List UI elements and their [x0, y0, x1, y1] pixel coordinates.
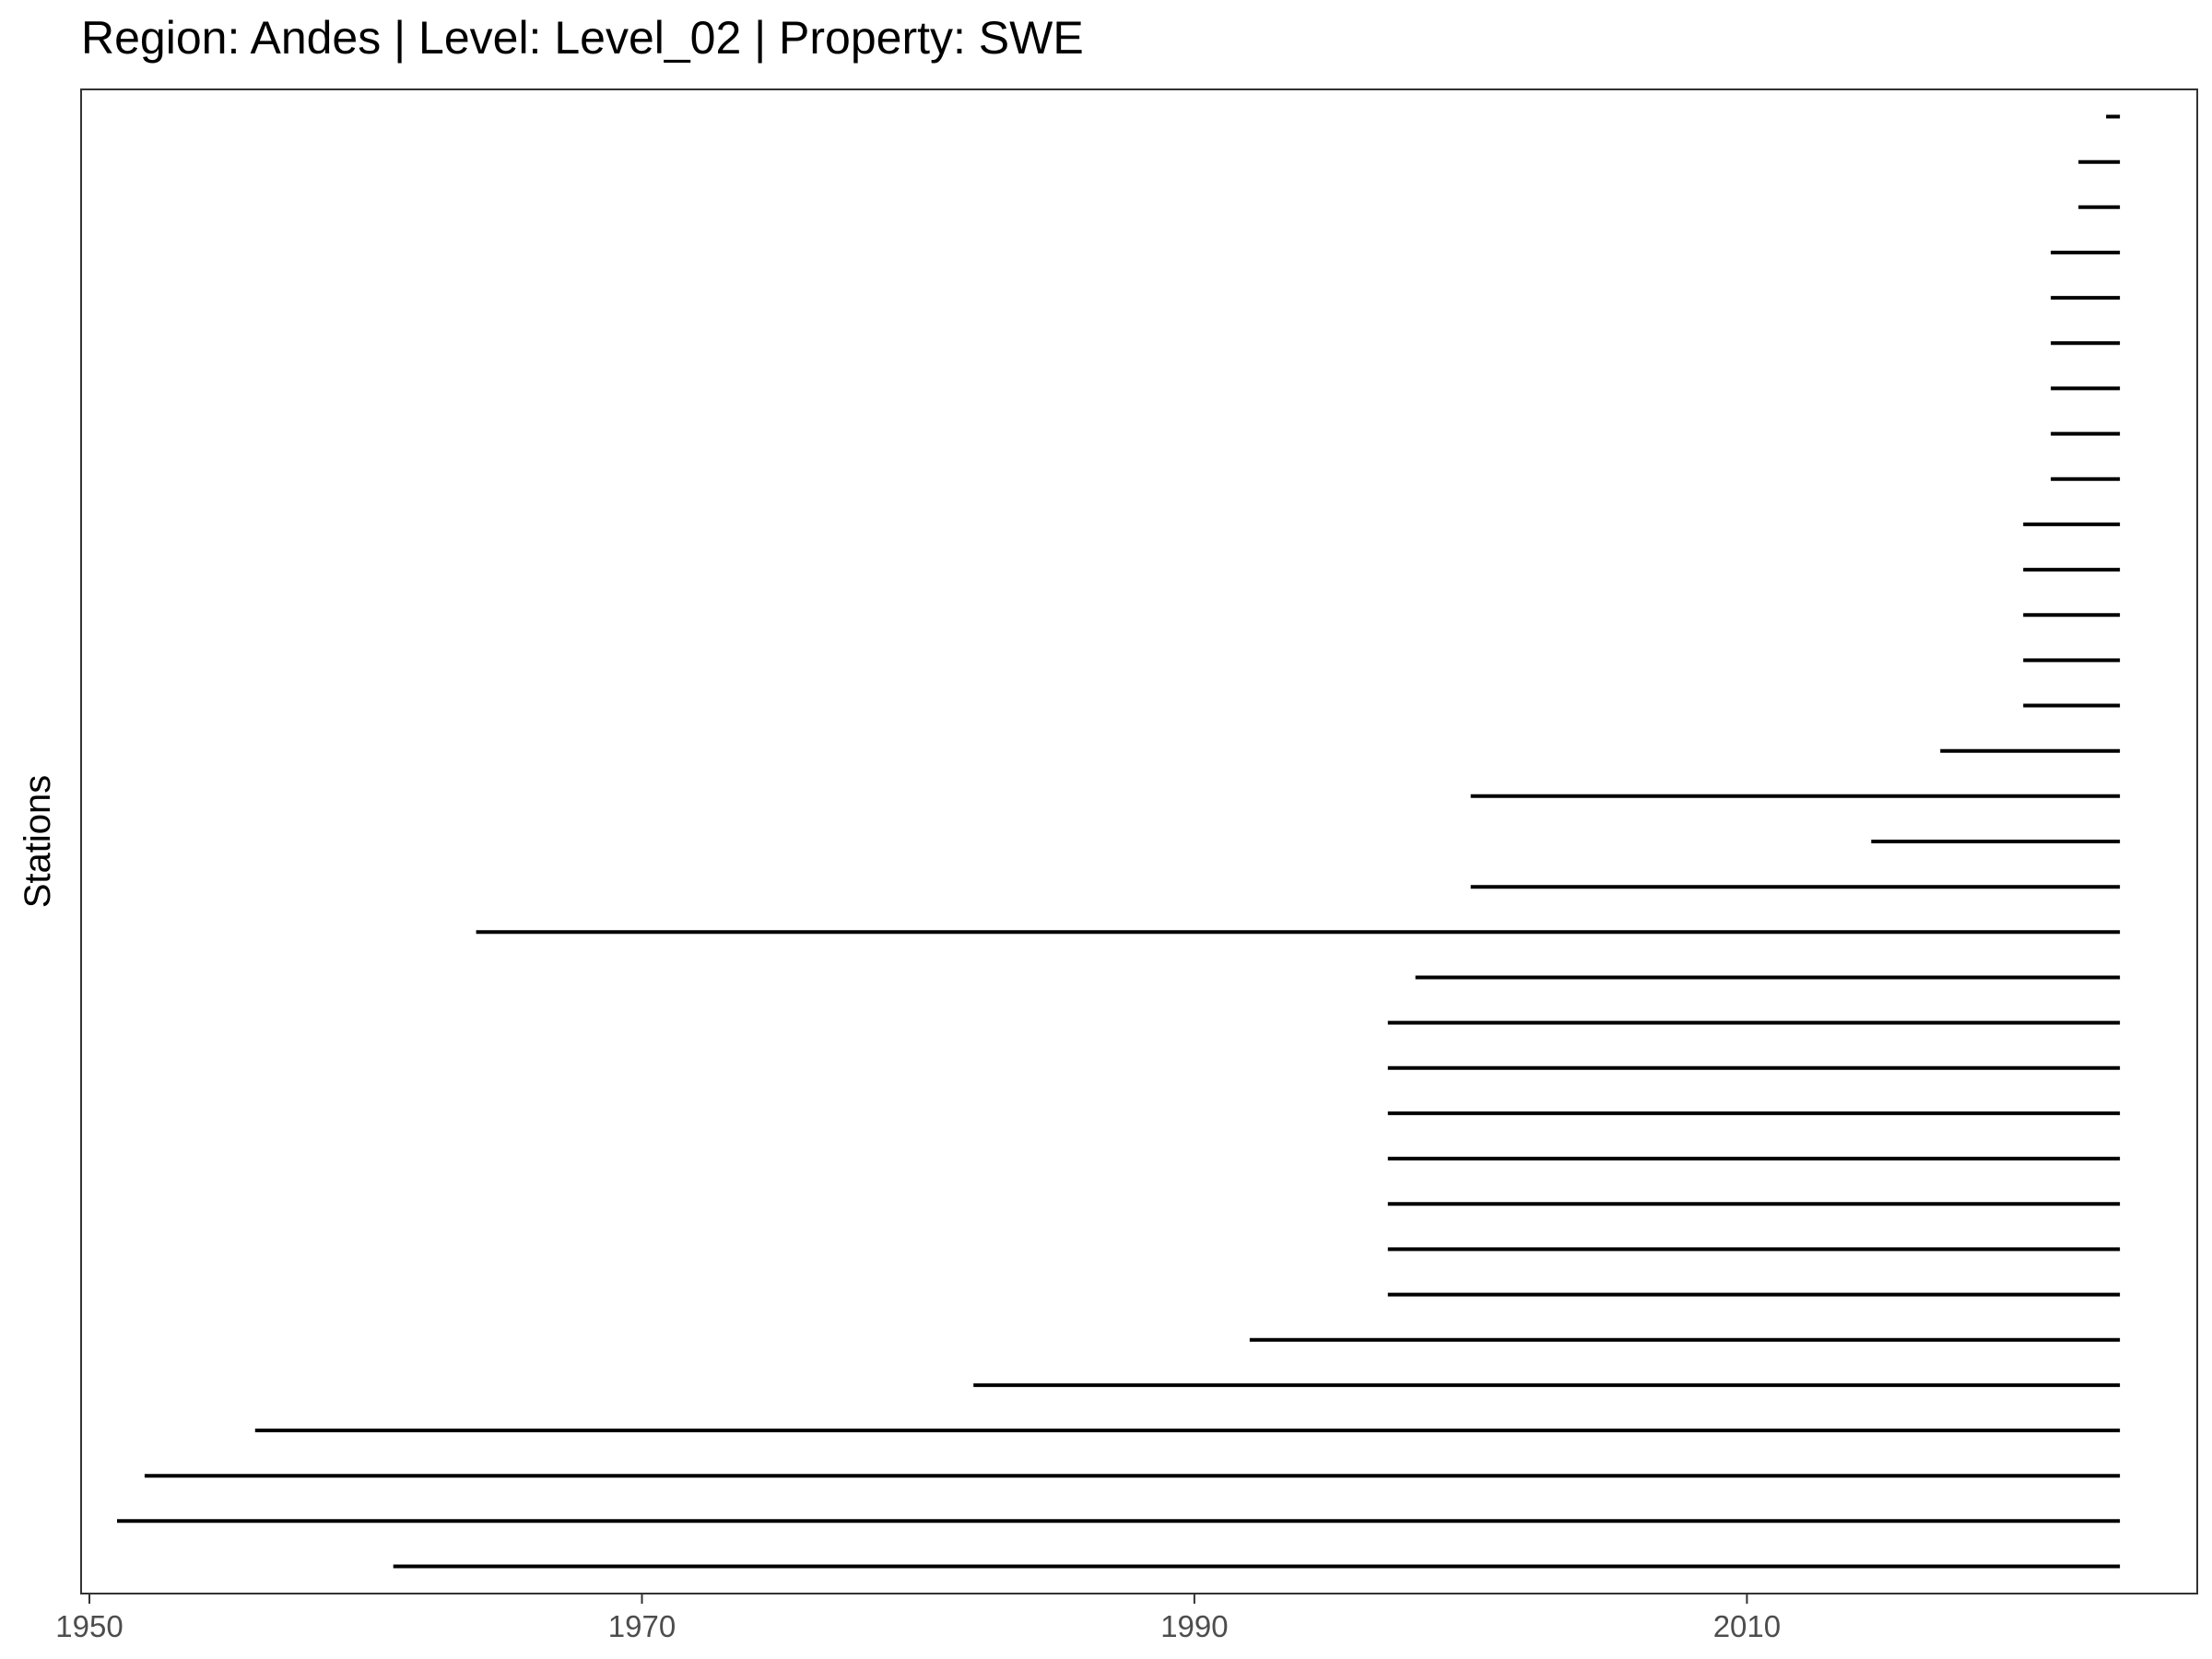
- x-tick-label-1990: 1990: [1160, 1609, 1228, 1643]
- segments-layer: [117, 114, 2121, 1569]
- x-tick-label-1970: 1970: [608, 1609, 676, 1643]
- x-axis: 1950 1970 1990 2010: [55, 1594, 1781, 1643]
- chart-title: Region: Andes | Level: Level_02 | Proper…: [81, 12, 1084, 64]
- plot-frame: [80, 88, 2198, 1594]
- y-axis-title: Stations: [18, 775, 58, 909]
- x-tick-label-2010: 2010: [1713, 1609, 1781, 1643]
- x-tick-label-1950: 1950: [55, 1609, 123, 1643]
